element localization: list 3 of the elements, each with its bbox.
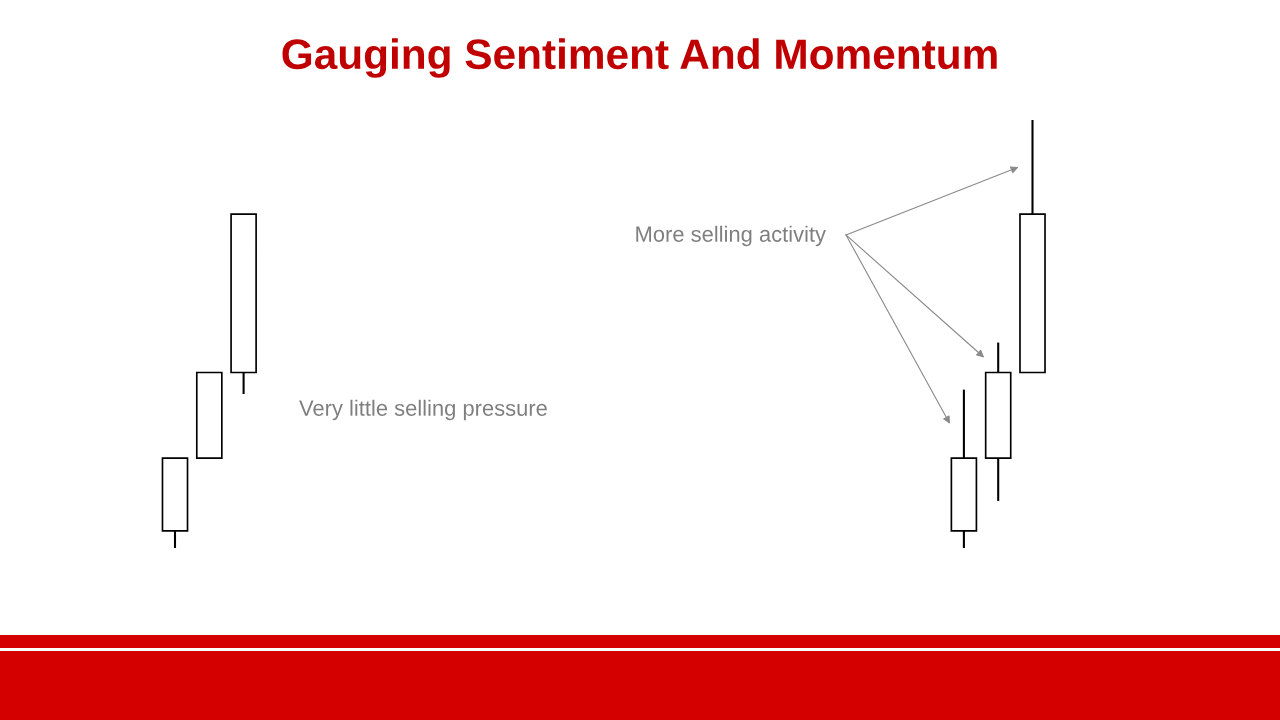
- annotation: More selling activity: [636, 225, 826, 247]
- annotation: Very little selling pressure: [299, 399, 547, 421]
- chart-title: Gauging Sentiment And Momentum: [282, 38, 997, 78]
